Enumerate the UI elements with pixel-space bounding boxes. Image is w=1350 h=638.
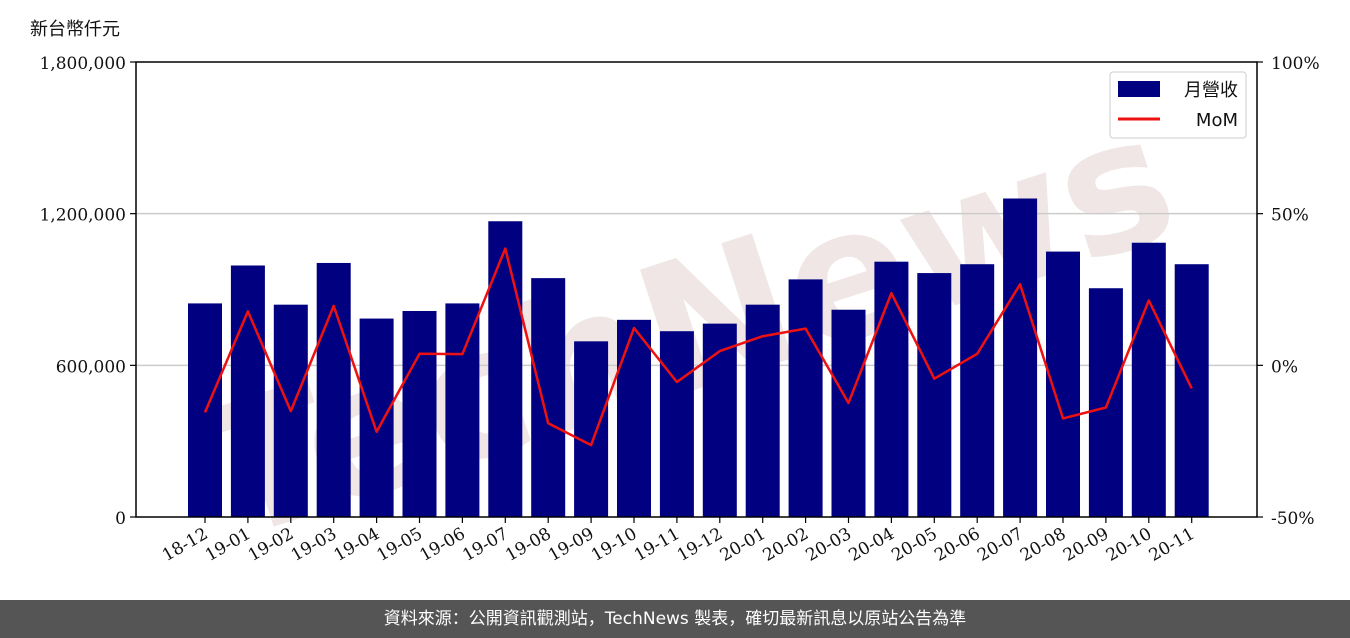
x-tick-label-20-01: 20-01 xyxy=(717,524,769,566)
x-tick-label-20-03: 20-03 xyxy=(803,524,855,566)
source-footer: 資料來源：公開資訊觀測站，TechNews 製表，確切最新訊息以原站公告為準 xyxy=(0,600,1350,638)
legend: 月營收 MoM xyxy=(1109,71,1247,139)
bar-20-06 xyxy=(960,264,995,517)
x-tick-label-20-04: 20-04 xyxy=(845,524,897,566)
bar-19-12 xyxy=(702,323,737,517)
x-tick-label-20-05: 20-05 xyxy=(888,524,940,566)
bar-19-06 xyxy=(445,303,480,517)
legend-bar-swatch xyxy=(1118,81,1160,97)
x-tick-label-19-07: 19-07 xyxy=(459,524,511,566)
bar-20-09 xyxy=(1088,288,1123,517)
left-tick-label: 600,000 xyxy=(56,357,126,377)
x-tick-label-19-08: 19-08 xyxy=(502,524,554,566)
right-tick-label: 100% xyxy=(1271,54,1320,74)
left-tick-label: 1,200,000 xyxy=(39,206,126,226)
bar-20-07 xyxy=(1003,198,1038,517)
right-tick-label: 0% xyxy=(1271,357,1298,377)
x-tick-label-19-12: 19-12 xyxy=(674,524,726,566)
x-tick-label-19-11: 19-11 xyxy=(631,524,683,566)
mom-line-series xyxy=(203,247,1193,447)
bar-20-10 xyxy=(1131,242,1166,517)
x-tick-label-20-02: 20-02 xyxy=(760,524,812,566)
axes-frame xyxy=(135,61,1258,518)
left-y-axis: 0 600,000 1,200,000 1,800,000 xyxy=(39,54,136,529)
bar-19-05 xyxy=(402,310,437,517)
legend-label-mom: MoM xyxy=(1196,110,1238,131)
y-axis-unit-label: 新台幣仟元 xyxy=(30,19,120,40)
bar-20-04 xyxy=(874,261,909,517)
x-tick-label-20-09: 20-09 xyxy=(1060,524,1112,566)
x-tick-label-20-10: 20-10 xyxy=(1103,524,1155,566)
bar-19-07 xyxy=(488,221,523,517)
right-tick-label: 50% xyxy=(1271,206,1309,226)
plot-frame xyxy=(135,61,1258,518)
bar-20-05 xyxy=(917,273,952,517)
left-tick-label: 1,800,000 xyxy=(39,54,126,74)
left-tick-label: 0 xyxy=(115,509,126,529)
x-tick-label-20-07: 20-07 xyxy=(974,524,1026,566)
x-tick-label-20-11: 20-11 xyxy=(1146,524,1198,566)
bar-19-04 xyxy=(359,318,394,517)
legend-label-revenue: 月營收 xyxy=(1184,80,1238,101)
bar-19-03 xyxy=(316,262,351,517)
x-tick-label-19-10: 19-10 xyxy=(588,524,640,566)
bar-20-03 xyxy=(831,309,866,517)
x-tick-label-20-08: 20-08 xyxy=(1017,524,1069,566)
bar-19-11 xyxy=(659,331,694,517)
x-tick-label-19-09: 19-09 xyxy=(545,524,597,566)
bar-19-09 xyxy=(574,341,609,517)
bar-19-08 xyxy=(531,278,566,517)
bar-19-01 xyxy=(230,265,265,517)
x-tick-label-20-06: 20-06 xyxy=(931,524,983,566)
right-y-axis: -50% 0% 50% 100% xyxy=(1257,54,1320,529)
mom-line xyxy=(203,247,1193,447)
bar-series xyxy=(188,198,1209,518)
bar-20-11 xyxy=(1174,264,1209,517)
right-tick-label: -50% xyxy=(1271,509,1315,529)
bar-19-10 xyxy=(617,319,651,517)
x-tick-label-19-06: 19-06 xyxy=(416,524,468,566)
bar-20-02 xyxy=(788,279,823,517)
x-tick-label-18-12: 18-12 xyxy=(159,524,211,566)
